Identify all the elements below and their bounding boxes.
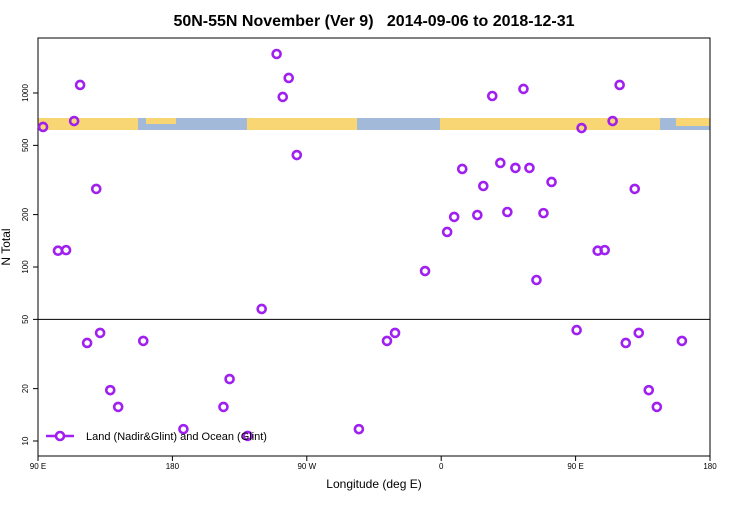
point bbox=[218, 401, 229, 413]
point bbox=[441, 226, 453, 238]
map-band bbox=[38, 118, 710, 130]
point bbox=[104, 384, 116, 396]
point bbox=[60, 244, 72, 256]
x-tick-label: 180 bbox=[166, 462, 180, 471]
legend-label: Land (Nadir&Glint) and Ocean (Glint) bbox=[86, 431, 267, 443]
point bbox=[599, 244, 611, 256]
land-band bbox=[247, 118, 357, 130]
point bbox=[651, 401, 663, 413]
point bbox=[90, 183, 102, 195]
point bbox=[643, 384, 655, 396]
point bbox=[676, 335, 688, 347]
x-tick-label: 90 E bbox=[567, 462, 583, 471]
point bbox=[242, 430, 253, 442]
x-tick-label: 90 E bbox=[30, 462, 46, 471]
point bbox=[277, 91, 289, 103]
point bbox=[448, 211, 460, 223]
x-tick-label: 90 W bbox=[297, 462, 316, 471]
y-axis-label: N Total bbox=[0, 228, 13, 265]
legend-marker bbox=[54, 430, 66, 442]
point bbox=[74, 79, 86, 91]
point bbox=[224, 373, 235, 385]
plot-frame bbox=[37, 37, 711, 457]
y-tick-label: 10 bbox=[21, 436, 30, 445]
land-band bbox=[676, 118, 710, 126]
point bbox=[478, 180, 489, 192]
point bbox=[629, 183, 641, 195]
point bbox=[614, 79, 625, 91]
point bbox=[502, 206, 513, 218]
point bbox=[68, 115, 80, 127]
y-tick-label: 50 bbox=[21, 314, 30, 323]
point bbox=[137, 335, 149, 347]
land-band bbox=[38, 118, 138, 130]
x-axis-label: Longitude (deg E) bbox=[326, 477, 421, 491]
point bbox=[607, 115, 618, 127]
chart-title: 50N-55N November (Ver 9) 2014-09-06 to 2… bbox=[173, 13, 574, 30]
point bbox=[291, 149, 303, 161]
point bbox=[81, 337, 93, 349]
point bbox=[94, 327, 106, 339]
y-tick-label: 500 bbox=[21, 138, 30, 152]
point bbox=[486, 90, 498, 102]
land-band bbox=[146, 118, 176, 124]
point bbox=[531, 274, 542, 286]
point bbox=[546, 176, 557, 188]
point bbox=[633, 327, 645, 339]
y-tick-label: 1000 bbox=[21, 84, 30, 102]
point bbox=[353, 423, 365, 435]
point bbox=[381, 335, 393, 347]
point bbox=[510, 162, 521, 174]
y-tick-label: 100 bbox=[21, 260, 30, 274]
point bbox=[472, 209, 483, 221]
point bbox=[571, 324, 582, 336]
point bbox=[576, 122, 587, 134]
point bbox=[112, 401, 124, 413]
y-tick-label: 200 bbox=[21, 207, 30, 221]
point bbox=[518, 83, 529, 95]
point bbox=[524, 162, 535, 174]
point bbox=[178, 423, 189, 435]
x-tick-label: 180 bbox=[703, 462, 717, 471]
point bbox=[495, 157, 506, 169]
point bbox=[37, 121, 49, 133]
point bbox=[419, 265, 431, 277]
point bbox=[389, 327, 401, 339]
point bbox=[283, 72, 295, 84]
point bbox=[271, 48, 282, 60]
land-band bbox=[440, 118, 660, 130]
point bbox=[456, 163, 468, 175]
point bbox=[620, 337, 632, 349]
point bbox=[538, 207, 549, 219]
point bbox=[256, 303, 268, 315]
y-tick-label: 20 bbox=[21, 384, 30, 393]
x-tick-label: 0 bbox=[439, 462, 444, 471]
